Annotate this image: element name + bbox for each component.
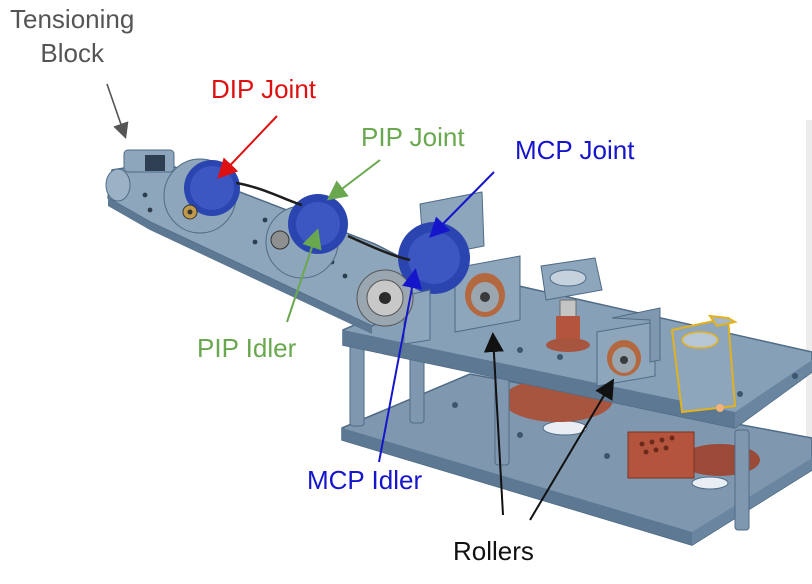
pip-idler-label: PIP Idler xyxy=(197,333,297,363)
image-edge-strip xyxy=(806,120,812,450)
tensioning-block xyxy=(105,149,175,202)
center-pulley-stand xyxy=(540,257,603,352)
pip-joint-pulley xyxy=(265,194,348,279)
pip-joint-label: PIP Joint xyxy=(361,122,465,152)
tensioning-block-label: Tensioning Block xyxy=(10,4,135,68)
rollers-arrow-2 xyxy=(529,378,615,521)
roller-block-2 xyxy=(596,307,661,387)
mcp-joint-arrow xyxy=(429,171,495,238)
mcp-idler-arrow xyxy=(378,268,422,463)
pip-joint-arrow xyxy=(326,159,381,201)
highlighted-bracket xyxy=(670,314,738,414)
mcp-idler xyxy=(356,269,414,327)
mcp-joint-label: MCP Joint xyxy=(515,135,635,165)
roller-block-1 xyxy=(454,255,521,333)
mcp-idler-label: MCP Idler xyxy=(307,465,423,495)
rollers-label: Rollers xyxy=(453,536,534,566)
rollers-arrow-1 xyxy=(483,332,504,516)
pip-idler-arrow xyxy=(286,228,322,323)
dip-joint-arrow xyxy=(217,115,278,179)
dip-joint-label: DIP Joint xyxy=(211,74,317,104)
standoff-posts xyxy=(349,339,750,531)
tendon-cables xyxy=(235,181,411,262)
tensioning-block-arrow xyxy=(106,83,129,140)
